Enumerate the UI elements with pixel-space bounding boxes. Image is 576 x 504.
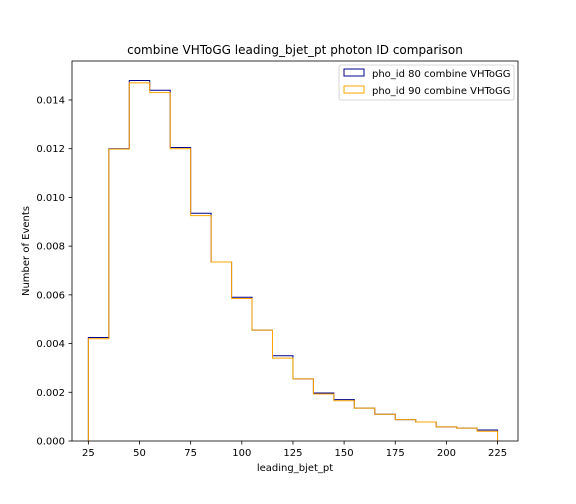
x-tick-label: 50 <box>133 448 146 459</box>
x-tick-label: 100 <box>232 448 251 459</box>
series-layer <box>87 79 499 441</box>
x-tick-label: 225 <box>488 448 507 459</box>
y-axis: 0.000 0.002 0.004 0.006 0.008 0.010 0.012 0.014 <box>36 95 72 448</box>
series-2-step-line <box>87 82 499 441</box>
y-axis-label: Number of Events <box>21 206 32 296</box>
y-tick-label: 0.006 <box>36 290 65 301</box>
x-tick-label: 200 <box>437 448 456 459</box>
x-axis-label: leading_bjet_pt <box>257 463 333 474</box>
legend: pho_id 80 combine VHToGG pho_id 90 combi… <box>338 64 515 101</box>
legend-swatch-series-2 <box>343 85 365 94</box>
x-tick-label: 175 <box>386 448 405 459</box>
legend-frame <box>338 64 515 101</box>
y-tick-label: 0.010 <box>36 193 65 204</box>
y-tick-label: 0.012 <box>36 144 65 155</box>
x-tick-label: 150 <box>335 448 354 459</box>
y-tick-label: 0.002 <box>36 388 65 399</box>
legend-swatch-series-1 <box>343 68 365 77</box>
y-tick-label: 0.008 <box>36 242 65 253</box>
legend-label-series-2: pho_id 90 combine VHToGG <box>372 86 511 97</box>
plot-area: 25 50 75 100 125 150 175 200 225 0.000 0.002 0.004… <box>36 60 519 459</box>
axes-frame <box>71 60 519 442</box>
x-tick-label: 125 <box>283 448 302 459</box>
x-tick-label: 75 <box>184 448 197 459</box>
y-tick-label: 0.000 <box>36 437 65 448</box>
x-axis: 25 50 75 100 125 150 175 200 225 <box>82 441 507 459</box>
y-tick-label: 0.014 <box>36 95 65 106</box>
chart-title: combine VHToGG leading_bjet_pt photon ID… <box>127 43 463 57</box>
x-tick-label: 25 <box>82 448 95 459</box>
legend-label-series-1: pho_id 80 combine VHToGG <box>372 69 511 80</box>
y-tick-label: 0.004 <box>36 339 65 350</box>
